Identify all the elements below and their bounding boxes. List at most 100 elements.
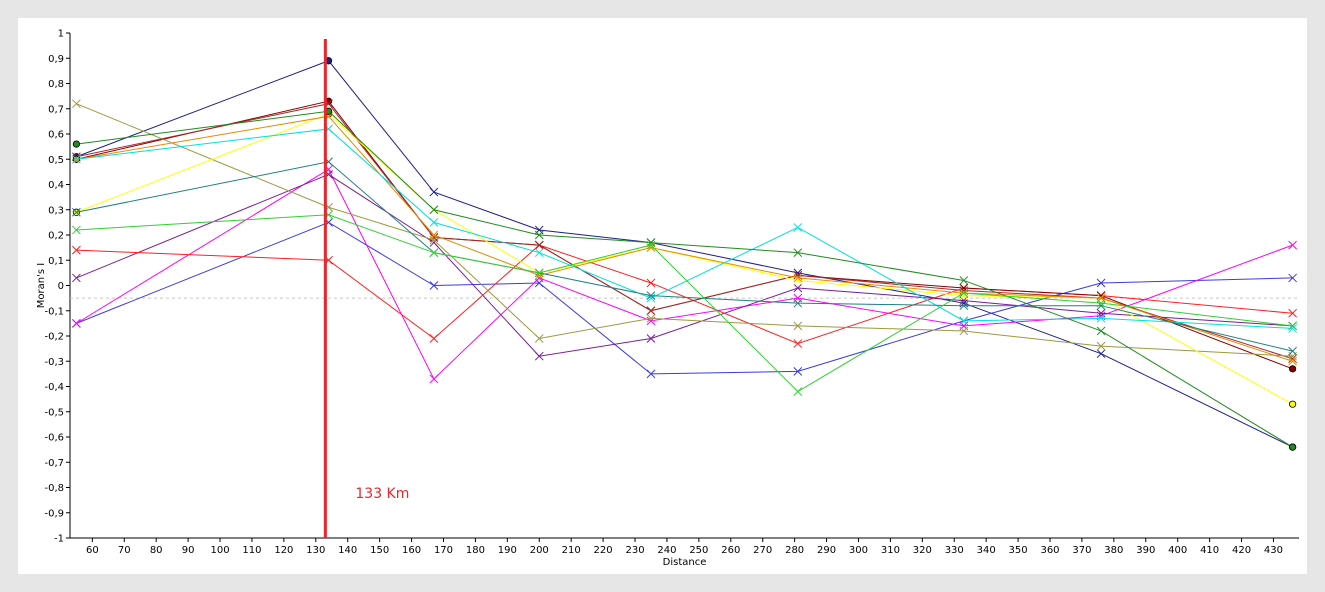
x-tick-label: 90 (182, 545, 195, 556)
y-tick-label: -0,3 (44, 357, 64, 368)
series-8 (72, 99, 1297, 361)
data-point-marker (429, 248, 439, 258)
data-point-marker (72, 245, 81, 255)
x-tick-label: 340 (977, 545, 996, 556)
x-tick-label: 310 (881, 545, 900, 556)
x-tick-label: 290 (817, 545, 836, 556)
data-point-marker (1288, 240, 1297, 250)
data-point-marker (1096, 313, 1106, 323)
data-point-marker (793, 321, 803, 331)
series-9 (72, 110, 1297, 408)
x-tick-label: 280 (785, 545, 804, 556)
x-tick-label: 70 (118, 545, 131, 556)
x-tick-label: 60 (86, 545, 99, 556)
data-point-marker (72, 99, 81, 109)
x-tick-label: 220 (594, 545, 613, 556)
y-tick-label: 0,3 (48, 205, 64, 216)
data-point-marker (1096, 278, 1106, 288)
series-line (76, 161, 1293, 352)
y-tick-label: -0,9 (44, 508, 64, 519)
data-point-marker (646, 291, 656, 300)
data-point-marker (1288, 308, 1297, 318)
x-tick-label: 100 (210, 545, 229, 556)
x-tick-label: 160 (402, 545, 421, 556)
data-point-marker (793, 283, 803, 293)
series-7 (72, 99, 1297, 364)
y-tick-label: -1 (54, 534, 64, 545)
series-4 (72, 170, 1297, 361)
x-tick-label: 330 (945, 545, 964, 556)
series-1 (72, 57, 1297, 451)
y-tick-label: -0,5 (44, 407, 64, 418)
y-tick-label: 0,1 (48, 256, 64, 267)
threshold-label: 133 Km (355, 486, 409, 502)
x-tick-label: 150 (370, 545, 389, 556)
x-tick-label: 260 (721, 545, 740, 556)
data-point-marker (72, 140, 80, 148)
data-point-marker (793, 273, 803, 283)
series-6 (72, 97, 1297, 373)
series-13 (72, 107, 1297, 451)
series-11 (72, 124, 1297, 333)
data-point-marker (429, 218, 439, 227)
series-14 (72, 210, 1297, 396)
data-point-marker (1096, 326, 1106, 336)
series-line (76, 173, 1293, 357)
x-tick-label: 180 (466, 545, 485, 556)
y-tick-label: -0,1 (44, 306, 64, 317)
data-point-marker (72, 319, 81, 328)
series-12 (72, 157, 1297, 356)
data-point-marker (959, 301, 969, 311)
data-point-marker (1288, 346, 1297, 356)
data-point-marker (1288, 273, 1297, 283)
data-point-marker (429, 374, 439, 384)
data-point-marker (534, 230, 544, 240)
y-tick-label: -0,4 (44, 382, 64, 393)
y-tick-label: 0,9 (48, 54, 64, 65)
axes: -1 -0,9 -0,8 -0,7 -0,6 -0,5 -0,4 -0,3 -0,2 -0,1 0 0… (44, 29, 1299, 556)
data-point-marker (646, 306, 656, 316)
series-line (76, 115, 1293, 362)
y-tick-label: -0,2 (44, 332, 64, 343)
y-tick-label: -0,7 (44, 458, 64, 469)
data-point-marker (646, 278, 656, 288)
x-tick-label: 230 (625, 545, 644, 556)
x-tick-label: 120 (274, 545, 293, 556)
data-point-marker (959, 288, 969, 298)
y-tick-label: 0,5 (48, 155, 64, 166)
data-point-marker (959, 326, 969, 336)
data-point-marker (1096, 341, 1106, 351)
series-line (76, 168, 1293, 380)
x-tick-label: 420 (1232, 545, 1251, 556)
data-point-marker (793, 223, 803, 232)
x-tick-label: 130 (306, 545, 325, 556)
x-tick-label: 370 (1072, 545, 1091, 556)
data-point-marker (646, 369, 656, 379)
series-line (76, 244, 1293, 345)
y-tick-label: 0,7 (48, 104, 64, 115)
data-point-marker (1096, 349, 1106, 359)
data-point-marker (646, 334, 656, 343)
x-tick-label: 430 (1264, 545, 1283, 556)
x-tick-label: 170 (434, 545, 453, 556)
x-tick-label: 390 (1136, 545, 1155, 556)
data-point-marker (959, 276, 969, 285)
data-point-marker (72, 225, 81, 235)
y-tick-label: 0,4 (48, 180, 64, 191)
x-tick-label: 360 (1040, 545, 1059, 556)
data-point-marker (534, 248, 544, 258)
data-point-marker (429, 281, 439, 290)
data-point-marker (429, 187, 439, 197)
x-tick-label: 320 (913, 545, 932, 556)
x-tick-label: 210 (562, 545, 581, 556)
series-3 (72, 164, 1297, 384)
x-tick-label: 270 (753, 545, 772, 556)
x-tick-label: 350 (1009, 545, 1028, 556)
series-line (76, 113, 1293, 405)
morans-i-correlogram: -1 -0,9 -0,8 -0,7 -0,6 -0,5 -0,4 -0,3 -0,2 -0,1 0 0… (36, 29, 1299, 568)
data-point-marker (1289, 400, 1297, 408)
data-point-marker (1288, 356, 1297, 366)
x-tick-label: 250 (689, 545, 708, 556)
data-point-marker (429, 334, 439, 343)
data-point-marker (534, 240, 544, 250)
